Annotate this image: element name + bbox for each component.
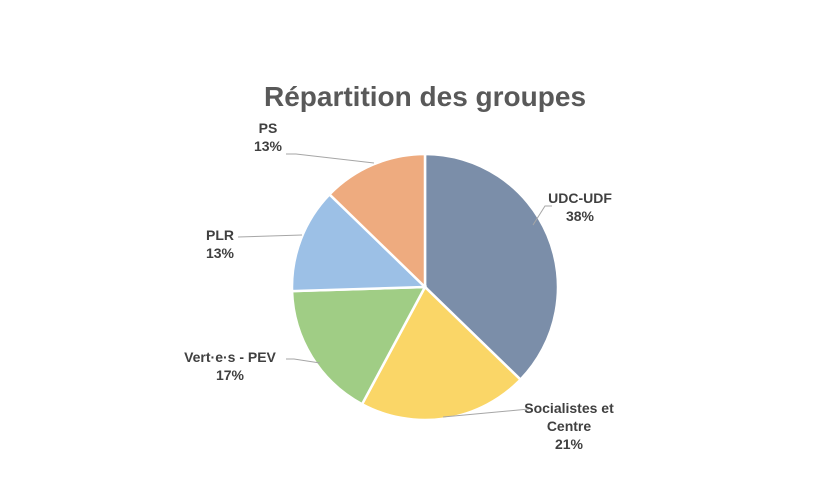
slice-percent: 17% <box>216 367 245 383</box>
leader-line-ps <box>286 153 375 164</box>
pie-slice-udc-udf <box>423 152 560 382</box>
slice-label-plr: PLR 13% <box>206 227 235 261</box>
leader-line-plr <box>237 234 303 238</box>
slice-name: Socialistes et <box>524 400 614 416</box>
pie-slices <box>290 152 560 422</box>
slice-percent: 13% <box>254 138 283 154</box>
slice-percent: 21% <box>555 436 584 452</box>
pie-slice-ps <box>327 152 427 290</box>
slice-percent: 38% <box>566 208 595 224</box>
slice-labels: UDC-UDF 38% Socialistes et Centre 21% Vert·e·… <box>184 120 614 452</box>
pie-slice-vert-e-s-pev <box>290 285 428 406</box>
slice-label-vert-e-s-pev: Vert·e·s - PEV 17% <box>184 349 276 383</box>
leader-line-socialistes-et-centre <box>442 408 530 418</box>
slice-name: UDC-UDF <box>548 190 612 206</box>
pie-slice-socialistes-et-centre <box>360 284 523 422</box>
pie-slice-plr <box>290 192 428 293</box>
slice-label-ps: PS 13% <box>254 120 283 154</box>
leader-lines <box>237 153 552 418</box>
slice-name: PS <box>259 120 278 136</box>
slice-percent: 13% <box>206 245 235 261</box>
leader-line-vert-e-s-pev <box>286 358 321 364</box>
chart-title: Répartition des groupes <box>264 81 586 112</box>
slice-label-socialistes-et-centre: Socialistes et Centre 21% <box>524 400 614 452</box>
slice-name: Centre <box>547 418 592 434</box>
slice-name: Vert·e·s - PEV <box>184 349 276 365</box>
slice-label-udc-udf: UDC-UDF 38% <box>548 190 612 224</box>
slice-name: PLR <box>206 227 234 243</box>
leader-line-udc-udf <box>532 205 552 226</box>
